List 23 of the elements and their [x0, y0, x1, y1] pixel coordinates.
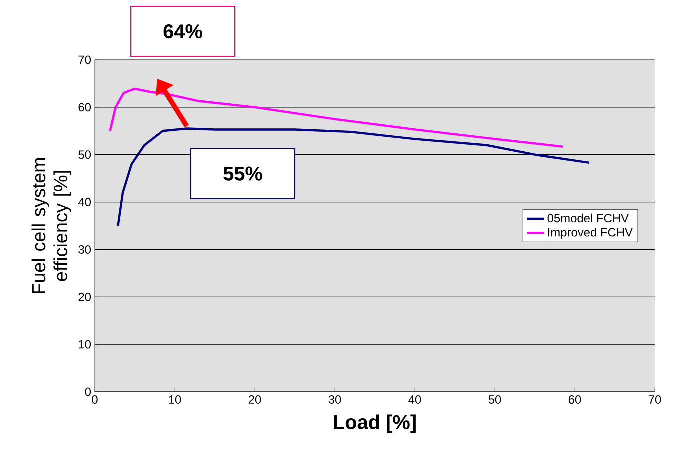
- legend-label: 05model FCHV: [548, 214, 629, 223]
- x-tick-label: 60: [568, 396, 582, 404]
- y-tick-label: 60: [78, 103, 92, 112]
- legend-label: Improved FCHV: [548, 228, 633, 240]
- x-tick-label: 40: [408, 396, 422, 404]
- y-axis-title: Fuel cell system efficiency [%]: [32, 158, 72, 294]
- x-tick-label: 30: [328, 396, 342, 404]
- y-tick-label: 20: [78, 292, 92, 302]
- line-series: [117, 128, 590, 228]
- y-tick-label: 50: [78, 150, 92, 160]
- x-tick-label: 50: [488, 396, 502, 404]
- y-tick-label: 0: [85, 388, 92, 396]
- y-tick-label: 70: [78, 56, 92, 64]
- x-tick-label: 10: [169, 396, 182, 404]
- text: 64%: [164, 24, 202, 39]
- x-tick-label: 20: [248, 396, 262, 404]
- y-tick-label: 30: [78, 245, 92, 254]
- y-tick-label: 10: [79, 340, 92, 349]
- annotation: 55%: [224, 166, 262, 181]
- x-axis-title: Load [%]: [334, 414, 416, 434]
- x-tick-label: 0: [92, 396, 98, 404]
- y-tick-label: 40: [78, 198, 92, 207]
- x-tick-label: 70: [648, 396, 662, 404]
